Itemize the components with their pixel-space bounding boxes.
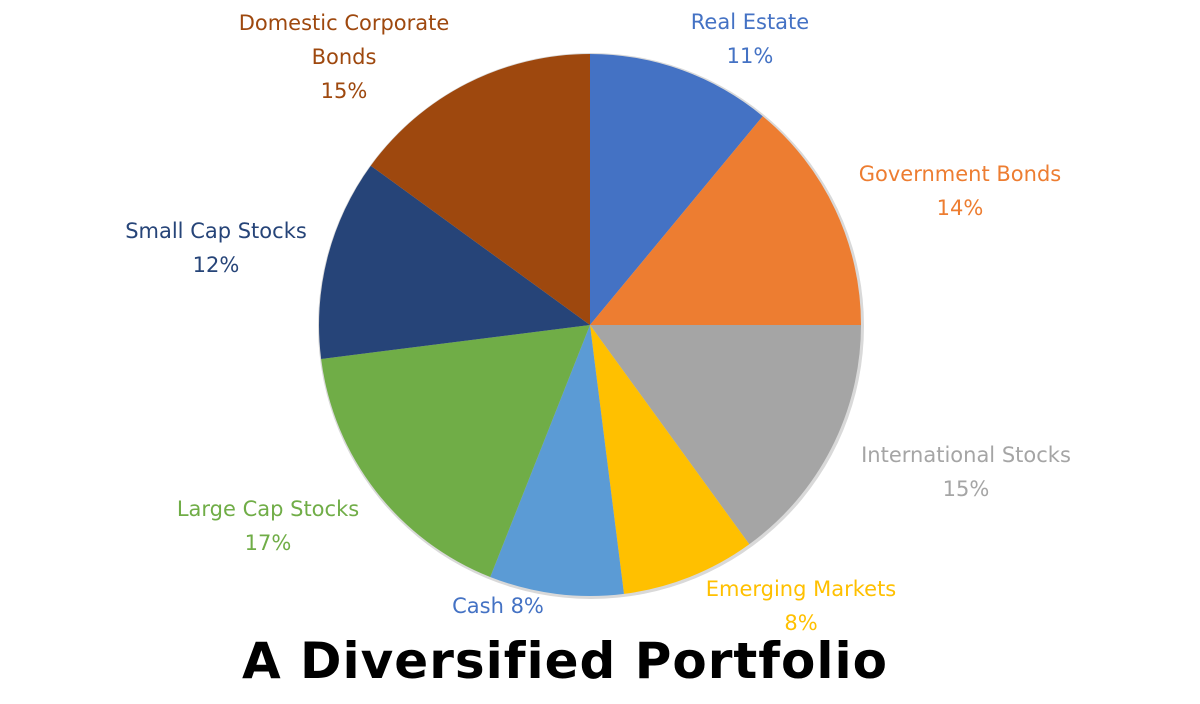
- label-text: Emerging Markets: [705, 577, 897, 601]
- label-text: Large Cap Stocks: [176, 497, 360, 521]
- label-government-bonds: Government Bonds 14%: [859, 157, 1061, 225]
- pie-slice-domestic-corporate-bonds: [370, 54, 590, 325]
- label-value: 15%: [942, 477, 990, 501]
- pie-slice-government-bonds: [590, 116, 861, 325]
- label-international-stocks: International Stocks 15%: [861, 438, 1071, 506]
- label-large-cap: Large Cap Stocks 17%: [177, 492, 359, 560]
- label-text: Small Cap Stocks: [125, 219, 307, 243]
- label-value: 12%: [192, 253, 240, 277]
- label-emerging-markets: Emerging Markets 8%: [706, 572, 897, 640]
- label-text: Real Estate: [690, 10, 810, 34]
- label-text: Domestic Corporate: [238, 11, 450, 35]
- label-value: 11%: [726, 44, 774, 68]
- label-text-2: Bonds: [311, 45, 377, 69]
- label-text: International Stocks: [861, 443, 1071, 467]
- label-value: 15%: [320, 79, 368, 103]
- label-value: 8%: [784, 611, 818, 635]
- pie-slice-large-cap-stocks: [321, 325, 590, 577]
- label-value: 17%: [244, 531, 292, 555]
- pie-slice-international-stocks: [590, 325, 861, 545]
- label-text: Cash 8%: [452, 594, 544, 618]
- label-real-estate: Real Estate 11%: [691, 5, 809, 73]
- pie-slice-emerging-markets: [590, 325, 750, 594]
- pie-slice-cash: [490, 325, 624, 596]
- label-domestic-corporate-bonds: Domestic Corporate Bonds 15%: [239, 6, 450, 108]
- label-small-cap: Small Cap Stocks 12%: [125, 214, 307, 282]
- label-cash: Cash 8%: [452, 589, 544, 623]
- pie-slice-small-cap-stocks: [319, 165, 590, 359]
- pie-slice-real-estate: [590, 54, 763, 325]
- chart-title: A Diversified Portfolio: [241, 632, 889, 690]
- label-text: Government Bonds: [858, 162, 1062, 186]
- label-value: 14%: [936, 196, 984, 220]
